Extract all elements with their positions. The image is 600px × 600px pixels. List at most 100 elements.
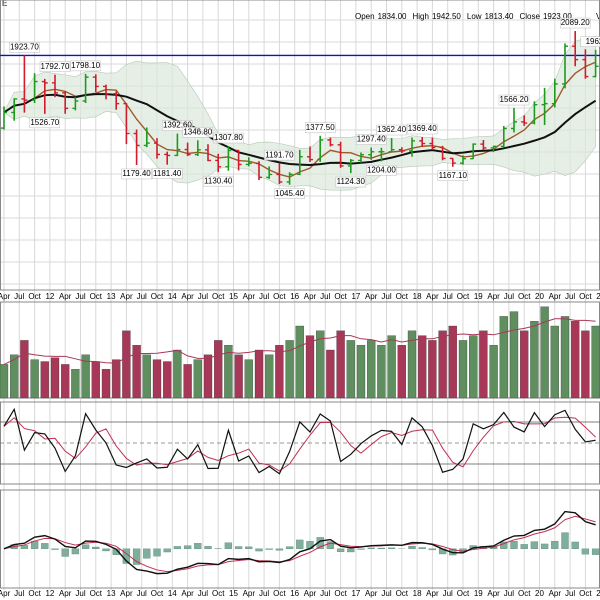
annotation: 1307.80 [214, 133, 243, 142]
volume-bar [61, 364, 70, 399]
macd-line [3, 510, 596, 575]
macd-histogram [255, 548, 263, 552]
macd-histogram [265, 548, 273, 550]
x-tick-label: 16 [290, 589, 299, 598]
x-tick-label: Apr [304, 589, 317, 598]
x-tick-label: 16 [290, 292, 299, 301]
annotation-box [9, 42, 40, 53]
x-tick-label: Apr [549, 589, 562, 598]
macd-histogram [418, 547, 426, 549]
volume-bar [275, 345, 284, 399]
annotation-box [151, 168, 183, 179]
annotation-box [264, 149, 295, 161]
x-tick-label: Apr [120, 589, 133, 598]
annotation: 1181.40 [153, 169, 182, 178]
volume-bar [407, 330, 417, 399]
volume-bar [214, 340, 223, 399]
annotation-box [121, 168, 152, 180]
annotation: 1369.40 [408, 124, 437, 133]
x-tick-label: Apr [487, 292, 500, 301]
annotation: 1798.10 [71, 61, 100, 70]
x-tick-label: Oct [28, 589, 41, 598]
annotation: 1346.80 [183, 127, 212, 136]
macd-histogram [510, 541, 518, 549]
x-tick-label: Apr [487, 589, 500, 598]
macd-histogram [51, 548, 59, 550]
volume-bar [428, 340, 437, 399]
macd-histogram [551, 540, 559, 549]
annotation: 1566.20 [500, 95, 529, 104]
volume-bar [254, 349, 264, 399]
volume-bar [479, 330, 488, 399]
macd-histogram [61, 548, 69, 557]
annotation: 1377.50 [306, 123, 335, 132]
macd-histogram [143, 548, 151, 559]
x-tick-label: Jul [504, 292, 514, 301]
x-tick-label: 12 [45, 292, 54, 301]
volume-bar [520, 330, 529, 399]
volume-bar [581, 330, 590, 399]
volume-bar [40, 361, 49, 399]
annotation: 1167.10 [439, 171, 468, 180]
x-tick-label: Apr [243, 589, 256, 598]
x-tick-label: Jul [14, 292, 24, 301]
macd-histogram [540, 543, 549, 549]
x-tick-label: Apr [549, 292, 562, 301]
header-value: 1813.40 [485, 12, 514, 21]
header-value: 1942.50 [432, 12, 461, 21]
volume-bar [438, 330, 447, 399]
x-tick-label: 21 [596, 292, 600, 301]
x-tick-label: Oct [518, 589, 531, 598]
volume-bar [122, 330, 131, 399]
annotation: 1526.70 [30, 118, 59, 127]
x-tick-label: 14 [168, 589, 177, 598]
header-name: Open [355, 12, 375, 21]
x-tick-label: Apr [304, 292, 317, 301]
x-tick-label: Apr [365, 589, 378, 598]
x-tick-label: 15 [229, 292, 238, 301]
x-tick-label: 20 [535, 292, 544, 301]
volume-bar [346, 340, 355, 399]
volume-bar [377, 345, 386, 399]
x-tick-label: Jul [504, 589, 514, 598]
volume-bar [540, 306, 549, 399]
macd-histogram [591, 548, 600, 555]
volume-bar [244, 359, 253, 399]
macd-histogram [520, 544, 528, 549]
x-tick-label: Oct [457, 589, 470, 598]
x-tick-label: Jul [259, 589, 269, 598]
volume-bar [50, 357, 60, 399]
volume-bar [448, 325, 457, 399]
annotation: 1297.40 [357, 135, 386, 144]
volume-bar [20, 340, 29, 399]
x-tick-label: Apr [0, 589, 11, 598]
x-tick-label: 17 [351, 589, 360, 598]
volume-bar [367, 340, 376, 399]
x-tick-label: Jul [381, 292, 391, 301]
macd-histogram [194, 543, 202, 549]
macd-histogram [530, 541, 539, 549]
macd-histogram [408, 545, 416, 549]
volume-bar [499, 316, 508, 399]
annotation: 1204.00 [367, 165, 396, 174]
macd-histogram [561, 532, 569, 549]
annotation-box [182, 127, 214, 138]
volume-bar [224, 345, 233, 399]
annotation: 1045.40 [275, 189, 304, 198]
macd-histogram [81, 544, 90, 549]
annotation-box [162, 120, 193, 131]
volume-bar [530, 321, 539, 399]
volume-bar [203, 354, 213, 399]
volume-bar [91, 361, 100, 399]
header-value: 1834.00 [378, 12, 407, 21]
volume-bar [173, 349, 182, 399]
x-tick-label: Jul [565, 589, 575, 598]
volume-bar [163, 361, 172, 399]
x-tick-label: Oct [396, 292, 409, 301]
volume-bar [469, 335, 478, 399]
x-tick-label: 19 [474, 589, 483, 598]
x-tick-label: Apr [120, 292, 133, 301]
volume-bar [387, 335, 396, 399]
macd-histogram [102, 548, 110, 552]
macd-histogram [326, 541, 335, 549]
